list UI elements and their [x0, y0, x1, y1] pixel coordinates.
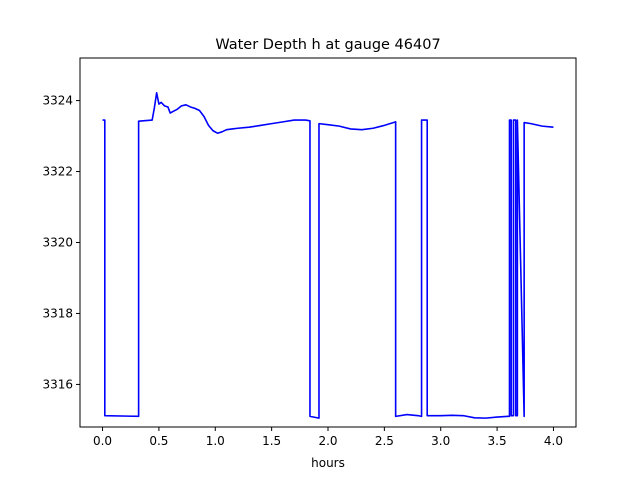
- x-tick-label: 3.5: [488, 434, 507, 448]
- x-tick-label: 1.0: [206, 434, 225, 448]
- plot-frame: [79, 57, 577, 428]
- y-tick-label: 3318: [42, 306, 73, 320]
- series-line-0: [102, 91, 554, 419]
- y-tick-label: 3320: [42, 236, 73, 250]
- x-tick-label: 0.5: [149, 434, 168, 448]
- chart-title: Water Depth h at gauge 46407: [215, 37, 440, 53]
- x-tick-label: 2.0: [318, 434, 337, 448]
- y-tick-label: 3316: [42, 377, 73, 391]
- y-tick-layer: 3316 3318 3320 3322 3324: [42, 94, 80, 391]
- x-tick-label: 0.0: [93, 434, 112, 448]
- x-tick-label: 3.0: [431, 434, 450, 448]
- x-axis-label: hours: [311, 456, 345, 470]
- x-tick-label: 4.0: [544, 434, 563, 448]
- x-tick-layer: 0.0 0.5 1.0 1.5 2.0 2.5 3.0 3.5 4.0: [93, 427, 563, 448]
- y-tick-label: 3324: [42, 94, 73, 108]
- x-tick-label: 1.5: [262, 434, 281, 448]
- y-tick-label: 3322: [42, 165, 73, 179]
- plot-line-layer: [102, 91, 554, 419]
- x-tick-label: 2.5: [375, 434, 394, 448]
